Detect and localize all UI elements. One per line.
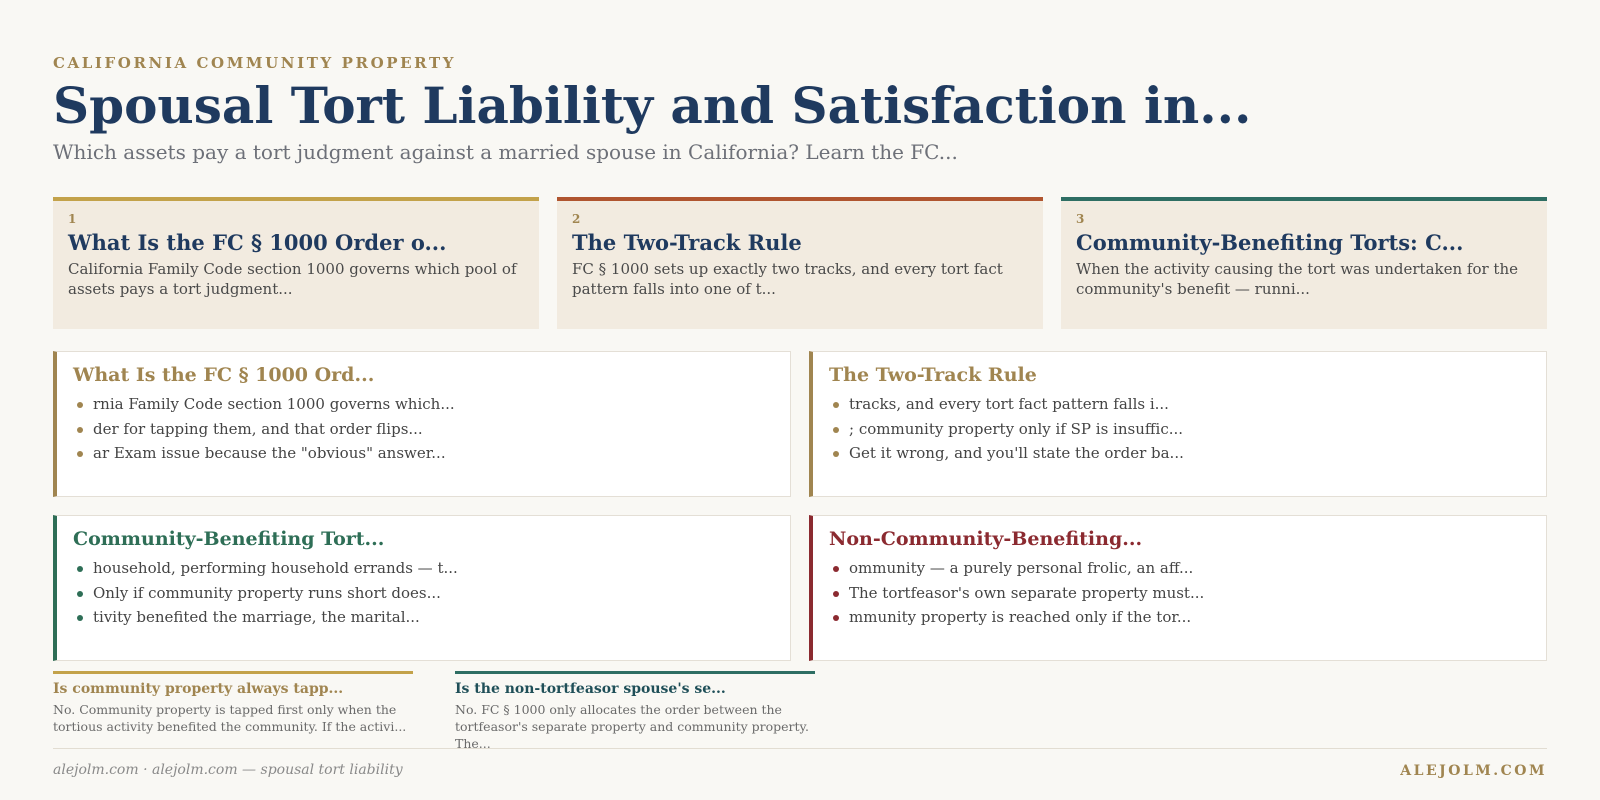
bullet-text: tracks, and every tort fact pattern fall… <box>849 395 1169 413</box>
detail-panels: What Is the FC § 1000 Ord... rnia Family… <box>53 351 1547 661</box>
faq-section: Is community property always tapp... No.… <box>53 671 815 752</box>
bullet-item: rnia Family Code section 1000 governs wh… <box>73 392 774 417</box>
bullet-text: mmunity property is reached only if the … <box>849 608 1192 626</box>
bullet-dot-icon <box>77 426 83 433</box>
bullet-text: ; community property only if SP is insuf… <box>849 419 1184 438</box>
bullet-dot-icon <box>833 590 839 597</box>
panel-title: Non-Community-Benefiting... <box>829 528 1143 550</box>
bullet-item: ar Exam issue because the "obvious" answ… <box>73 441 774 466</box>
eyebrow-label: CALIFORNIA COMMUNITY PROPERTY <box>53 54 457 72</box>
detail-panel-two-track[interactable]: The Two-Track Rule tracks, and every tor… <box>809 351 1547 497</box>
faq-answer: No. FC § 1000 only allocates the order b… <box>455 702 809 751</box>
bullet-list: ommunity — a purely personal frolic, an … <box>829 556 1530 630</box>
bullet-item: The tortfeasor's own separate property m… <box>829 581 1530 606</box>
bullet-item: ; community property only if SP is insuf… <box>829 417 1530 442</box>
card-title: Community-Benefiting Torts: C... <box>1076 230 1464 255</box>
card-number: 2 <box>572 212 581 226</box>
bullet-dot-icon <box>77 451 83 457</box>
bullet-item: tracks, and every tort fact pattern fall… <box>829 392 1530 417</box>
bullet-text: der for tapping them, and that order fli… <box>93 419 423 438</box>
bullet-item: Get it wrong, and you'll state the order… <box>829 441 1530 466</box>
summary-cards: 1 What Is the FC § 1000 Order o... Calif… <box>53 197 1547 329</box>
page-subtitle: Which assets pay a tort judgment against… <box>53 140 958 164</box>
bullet-item: tivity benefited the marriage, the marit… <box>73 605 774 630</box>
footer-divider <box>53 748 1547 749</box>
page-title: Spousal Tort Liability and Satisfaction … <box>53 76 1252 135</box>
bullet-text: ar Exam issue because the "obvious" answ… <box>93 444 446 462</box>
bullet-item: household, performing household errands … <box>73 556 774 581</box>
bullet-item: ommunity — a purely personal frolic, an … <box>829 556 1530 581</box>
bullet-text: ommunity — a purely personal frolic, an … <box>849 559 1194 577</box>
detail-panel-non-community-benefiting[interactable]: Non-Community-Benefiting... ommunity — a… <box>809 515 1547 661</box>
footer-brand-link[interactable]: ALEJOLM.COM <box>1400 763 1547 779</box>
detail-panel-community-benefiting[interactable]: Community-Benefiting Tort... household, … <box>53 515 791 661</box>
bullet-text: Only if community property runs short do… <box>93 583 441 602</box>
faq-answer: No. Community property is tapped first o… <box>53 702 407 734</box>
bullet-dot-icon <box>833 426 839 433</box>
bullet-item: Only if community property runs short do… <box>73 581 774 606</box>
card-body: When the activity causing the tort was u… <box>1076 260 1518 298</box>
bullet-dot-icon <box>77 566 83 572</box>
card-number: 3 <box>1076 212 1085 226</box>
bullet-dot-icon <box>77 590 83 597</box>
faq-question: Is community property always tapp... <box>53 681 344 697</box>
card-number: 1 <box>68 212 77 226</box>
bullet-text: household, performing household errands … <box>93 559 458 577</box>
bullet-text: The tortfeasor's own separate property m… <box>849 583 1205 602</box>
faq-item-1[interactable]: Is community property always tapp... No.… <box>53 671 413 752</box>
bullet-item: der for tapping them, and that order fli… <box>73 417 774 442</box>
bullet-dot-icon <box>833 566 839 572</box>
bullet-list: rnia Family Code section 1000 governs wh… <box>73 392 774 466</box>
detail-panel-order[interactable]: What Is the FC § 1000 Ord... rnia Family… <box>53 351 791 497</box>
faq-question: Is the non-tortfeasor spouse's se... <box>455 681 726 697</box>
bullet-dot-icon <box>833 451 839 457</box>
bullet-text: rnia Family Code section 1000 governs wh… <box>93 395 455 413</box>
summary-card-3[interactable]: 3 Community-Benefiting Torts: C... When … <box>1061 197 1547 329</box>
card-body: FC § 1000 sets up exactly two tracks, an… <box>572 260 1003 298</box>
bullet-dot-icon <box>77 402 83 408</box>
card-title: What Is the FC § 1000 Order o... <box>68 230 447 255</box>
summary-card-2[interactable]: 2 The Two-Track Rule FC § 1000 sets up e… <box>557 197 1043 329</box>
bullet-text: Get it wrong, and you'll state the order… <box>849 444 1184 462</box>
bullet-item: mmunity property is reached only if the … <box>829 605 1530 630</box>
summary-card-1[interactable]: 1 What Is the FC § 1000 Order o... Calif… <box>53 197 539 329</box>
card-body: California Family Code section 1000 gove… <box>68 260 517 298</box>
panel-title: The Two-Track Rule <box>829 364 1037 386</box>
panel-title: Community-Benefiting Tort... <box>73 528 385 550</box>
bullet-dot-icon <box>77 615 83 621</box>
bullet-dot-icon <box>833 402 839 408</box>
bullet-text: tivity benefited the marriage, the marit… <box>93 608 420 626</box>
faq-item-2[interactable]: Is the non-tortfeasor spouse's se... No.… <box>455 671 815 752</box>
bullet-dot-icon <box>833 615 839 621</box>
bullet-list: household, performing household errands … <box>73 556 774 630</box>
footer-caption: alejolm.com · alejolm.com — spousal tort… <box>53 762 403 778</box>
bullet-list: tracks, and every tort fact pattern fall… <box>829 392 1530 466</box>
panel-title: What Is the FC § 1000 Ord... <box>73 364 375 386</box>
card-title: The Two-Track Rule <box>572 230 802 255</box>
